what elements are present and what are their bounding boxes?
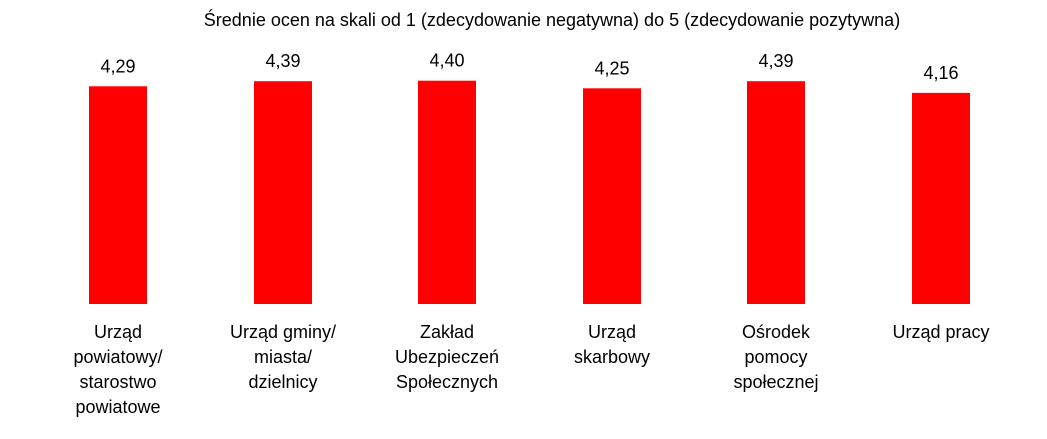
category-label-line: Ubezpieczeń — [395, 347, 499, 367]
bar-3 — [418, 80, 476, 304]
category-label-line: Urząd — [94, 322, 142, 342]
category-label-line: Urząd pracy — [892, 322, 989, 342]
bar-6 — [912, 92, 970, 304]
value-label-5: 4,39 — [758, 51, 793, 71]
category-label-line: starostwo — [79, 372, 156, 392]
category-label-line: Urząd gminy/ — [230, 322, 336, 342]
value-label-3: 4,40 — [429, 51, 464, 71]
category-label-6: Urząd pracy — [892, 322, 989, 342]
category-label-3: Zakład Ubezpieczeń Społecznych — [395, 322, 499, 392]
category-label-line: skarbowy — [574, 347, 650, 367]
category-label-line: dzielnicy — [248, 372, 317, 392]
category-label-1: Urząd powiatowy/starostwo powiatowe — [73, 322, 162, 417]
bar-5 — [747, 81, 805, 305]
category-labels-group: Urząd powiatowy/starostwo powiatowe Urząd g… — [73, 322, 989, 417]
value-label-6: 4,16 — [923, 63, 958, 83]
bar-1 — [89, 86, 147, 304]
category-label-line: Ośrodek — [742, 322, 811, 342]
category-label-5: Ośrodek pomocy społecznej — [733, 322, 818, 392]
bar-4 — [583, 88, 641, 304]
category-label-line: Zakład — [420, 322, 474, 342]
value-label-1: 4,29 — [100, 56, 135, 76]
value-labels-group: 4,29 4,39 4,40 4,25 4,39 4,16 — [100, 51, 958, 83]
category-label-line: powiatowe — [75, 397, 160, 417]
category-label-4: Urząd skarbowy — [574, 322, 650, 367]
category-label-2: Urząd gminy/miasta/dzielnicy — [230, 322, 336, 392]
category-label-line: powiatowy/ — [73, 347, 162, 367]
value-label-4: 4,25 — [594, 58, 629, 78]
category-label-line: Urząd — [588, 322, 636, 342]
value-label-2: 4,39 — [265, 51, 300, 71]
category-label-line: miasta/ — [254, 347, 312, 367]
category-label-line: Społecznych — [396, 372, 498, 392]
bar-2 — [254, 81, 312, 305]
category-label-line: pomocy — [744, 347, 807, 367]
category-label-line: społecznej — [733, 372, 818, 392]
bars-group — [89, 80, 970, 305]
chart-title: Średnie ocen na skali od 1 (zdecydowanie… — [204, 9, 900, 30]
